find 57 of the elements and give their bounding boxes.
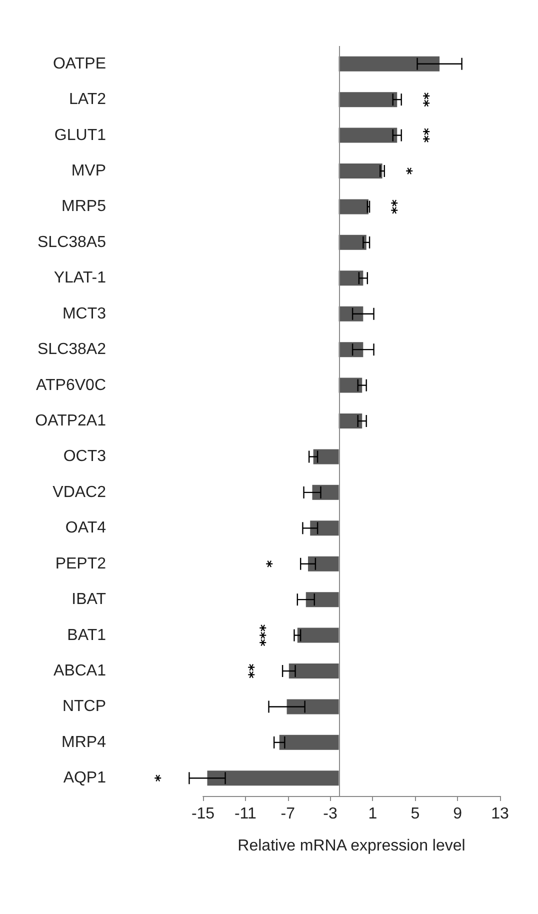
bar — [338, 342, 364, 358]
y-tick-label: OCT3 — [63, 448, 106, 466]
y-tick-label: ATP6V0C — [36, 376, 106, 394]
y-tick-label: OATP2A1 — [35, 412, 106, 430]
y-tick-label: MVP — [71, 162, 106, 180]
bar — [338, 164, 382, 178]
x-tick-label: 9 — [453, 806, 462, 822]
y-tick-label: SLC38A2 — [38, 341, 106, 358]
y-tick-label: OAT4 — [65, 520, 106, 537]
bar — [297, 628, 339, 643]
x-tick-label: 5 — [410, 806, 420, 822]
bar — [286, 699, 339, 714]
data-label: ** — [390, 198, 406, 214]
y-tick-label: PEPT2 — [55, 555, 106, 572]
data-label: ** — [421, 127, 438, 143]
data-label: ** — [421, 92, 438, 107]
data-label: ** — [246, 663, 263, 678]
x-tick-label: 1 — [368, 806, 378, 822]
y-tick-label: MRP5 — [62, 198, 106, 216]
x-tick-label: 13 — [491, 806, 509, 822]
bar — [313, 449, 339, 464]
bar — [338, 56, 440, 72]
y-tick-label: BAT1 — [67, 626, 106, 644]
bar — [207, 770, 339, 786]
x-tick-label: -15 — [191, 806, 215, 822]
bar — [338, 92, 398, 108]
y-tick-label: VDAC2 — [52, 484, 106, 501]
y-tick-label: GLUT1 — [54, 126, 106, 144]
bar — [312, 484, 339, 500]
bar — [338, 270, 364, 286]
bar — [338, 128, 398, 143]
y-tick-label: NTCP — [62, 698, 106, 716]
bar — [306, 592, 339, 608]
y-tick-label: ABCA1 — [54, 662, 106, 680]
y-tick-label: SLC38A5 — [38, 234, 106, 251]
bar — [279, 734, 339, 750]
data-label: * — [264, 560, 281, 568]
x-tick-label: -11 — [234, 806, 256, 822]
y-tick-label: YLAT-1 — [54, 270, 106, 287]
y-tick-label: MCT3 — [62, 305, 106, 322]
y-tick-label: IBAT — [72, 591, 106, 608]
data-label: * — [153, 774, 170, 782]
bar — [338, 306, 364, 322]
x-tick-label: -3 — [323, 806, 338, 822]
y-tick-label: AQP1 — [63, 770, 106, 787]
x-tick-label: -7 — [280, 806, 296, 822]
bar — [310, 520, 339, 536]
bar — [338, 199, 368, 214]
bar — [288, 664, 339, 678]
bar — [338, 414, 362, 428]
y-tick-label: LAT2 — [68, 91, 106, 108]
bar — [308, 556, 339, 572]
x-axis-title: Relative mRNA expression level — [238, 838, 466, 854]
y-tick-label: OATPE — [52, 55, 106, 72]
y-tick-label: MRP4 — [62, 734, 106, 751]
data-label: *** — [258, 624, 274, 646]
data-label: * — [404, 166, 420, 175]
